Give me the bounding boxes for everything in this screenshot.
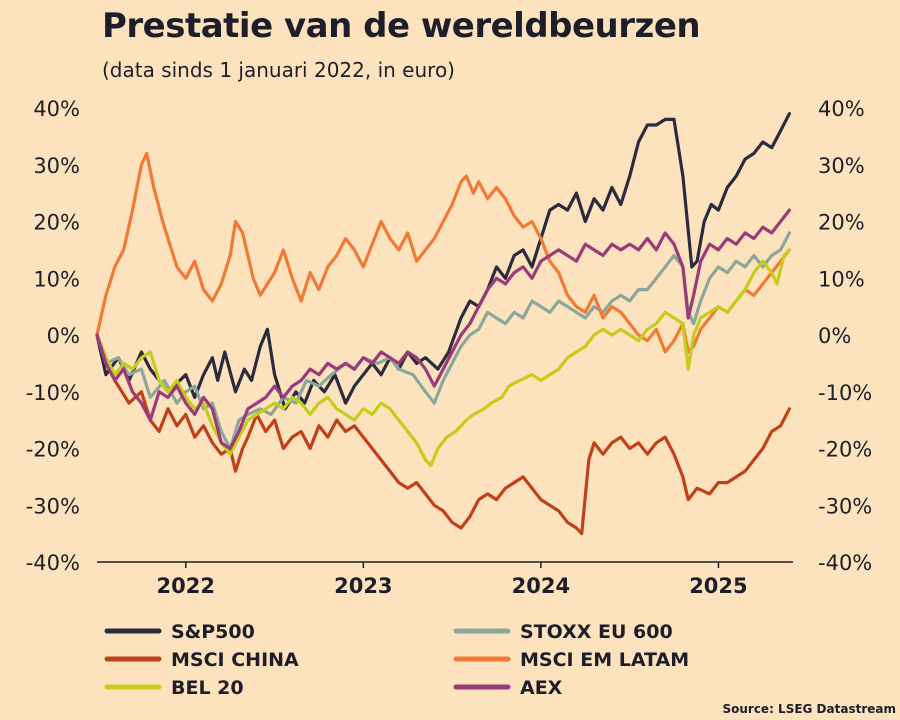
y-tick-label-right: 40%: [818, 97, 865, 121]
legend-label: AEX: [520, 677, 563, 699]
series-line-bel-20: [95, 248, 791, 468]
legend-label: BEL 20: [171, 677, 244, 699]
y-tick-label-left: -20%: [26, 438, 80, 462]
x-tick-label: 2022: [157, 574, 215, 598]
x-tick-label: 2024: [512, 574, 570, 598]
series-line-s-p500: [95, 112, 791, 411]
chart-subtitle: (data sinds 1 januari 2022, in euro): [102, 58, 455, 82]
y-tick-label-right: 30%: [818, 154, 865, 178]
y-tick-label-left: -40%: [26, 551, 80, 575]
legend-label: S&P500: [171, 621, 255, 643]
y-tick-label-right: 20%: [818, 211, 865, 235]
y-tick-label-right: -10%: [818, 381, 872, 405]
x-tick-label: 2025: [689, 574, 747, 598]
y-tick-label-left: -10%: [26, 381, 80, 405]
legend-label: MSCI EM LATAM: [520, 649, 689, 671]
y-tick-label-right: -30%: [818, 494, 872, 518]
legend-label: STOXX EU 600: [520, 621, 673, 643]
y-tick-label-right: 0%: [818, 324, 851, 348]
y-tick-label-left: 30%: [33, 154, 80, 178]
y-tick-label-left: 20%: [33, 211, 80, 235]
y-tick-label-right: -40%: [818, 551, 872, 575]
y-tick-label-left: -30%: [26, 494, 80, 518]
y-tick-label-left: 0%: [47, 324, 80, 348]
legend-label: MSCI CHINA: [171, 649, 299, 671]
source-note: Source: LSEG Datastream: [722, 702, 896, 716]
series-line-msci-china: [95, 333, 791, 536]
chart-title: Prestatie van de wereldbeurzen: [102, 6, 701, 46]
y-tick-label-left: 10%: [33, 267, 80, 291]
y-tick-label-right: -20%: [818, 438, 872, 462]
y-tick-label-right: 10%: [818, 267, 865, 291]
series-line-aex: [95, 208, 791, 451]
x-tick-label: 2023: [334, 574, 392, 598]
y-tick-label-left: 40%: [33, 97, 80, 121]
series-line-msci-em-latam: [95, 151, 791, 354]
